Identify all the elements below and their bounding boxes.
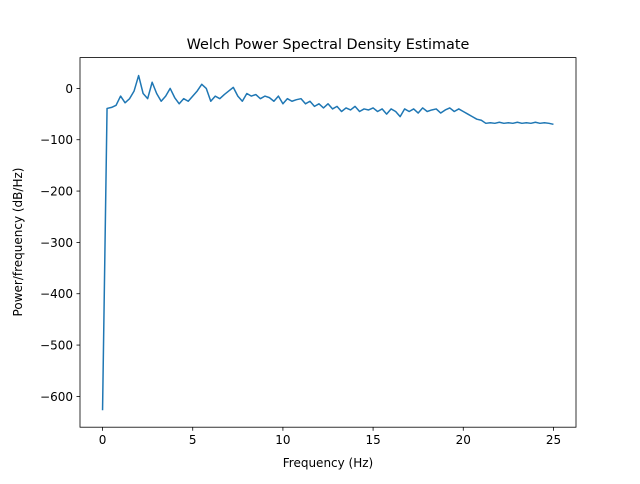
line <box>101 74 554 411</box>
y-axis-label: Power/frequency (dB/Hz) <box>11 168 25 317</box>
axes-frame <box>79 57 577 428</box>
x-tick-label: 25 <box>546 433 561 447</box>
chart-title: Welch Power Spectral Density Estimate <box>187 37 470 53</box>
y-tick-label: −200 <box>40 185 73 199</box>
y-tick-label: −400 <box>40 287 73 301</box>
x-tick-label: 20 <box>456 433 471 447</box>
y-tick-label: −300 <box>40 236 73 250</box>
x-axis-label: Frequency (Hz) <box>283 456 374 470</box>
x-tick-label: 15 <box>365 433 380 447</box>
y-tick-label: −600 <box>40 390 73 404</box>
y-tick-label: −500 <box>40 339 73 353</box>
y-tick-label: −100 <box>40 133 73 147</box>
x-tick-label: 0 <box>99 433 107 447</box>
y-tick-label: 0 <box>65 82 73 96</box>
x-tick-label: 10 <box>275 433 290 447</box>
x-tick-label: 5 <box>189 433 197 447</box>
